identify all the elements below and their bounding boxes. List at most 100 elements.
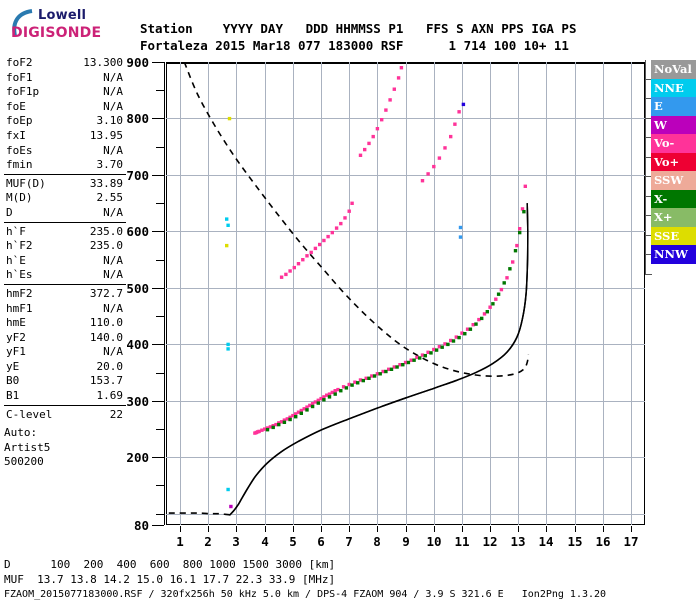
parameter-row-yf1: yF1 N/A	[4, 345, 126, 360]
plot-point	[520, 207, 525, 211]
legend-item-w[interactable]: W	[651, 115, 696, 134]
grid-line-vertical	[462, 62, 463, 525]
grid-line-vertical	[575, 62, 576, 525]
plot-point	[511, 260, 515, 264]
plot-point	[513, 249, 518, 253]
plot-point	[418, 356, 422, 360]
parameter-key: foF1p	[6, 85, 40, 99]
plot-point	[518, 227, 522, 231]
x-axis-tick	[490, 526, 491, 532]
station-header: Station YYYY DAY DDD HHMMSS P1 FFS S AXN…	[140, 20, 577, 54]
plot-point	[388, 98, 392, 102]
plot-curve-true-height	[228, 203, 529, 516]
legend-item-x[interactable]: X-	[651, 189, 696, 208]
plot-point	[296, 262, 301, 266]
plot-point	[420, 179, 425, 183]
legend-tick	[645, 177, 652, 197]
x-axis-tick	[208, 526, 209, 532]
parameter-row-md: M(D) 2.55	[4, 191, 126, 206]
plot-point	[282, 420, 287, 424]
plot-series	[225, 116, 232, 248]
parameter-value: N/A	[103, 253, 123, 267]
parameter-row-foes: foEs N/A	[4, 144, 126, 159]
parameter-value: 3.70	[96, 158, 124, 172]
legend-item-nne[interactable]: NNE	[651, 78, 696, 97]
legend-item-x[interactable]: X+	[651, 208, 696, 227]
parameter-value: N/A	[103, 70, 123, 84]
plot-point	[265, 428, 270, 432]
parameter-value: 2.55	[96, 191, 124, 205]
plot-point	[316, 401, 320, 405]
legend-item-e[interactable]: E	[651, 97, 696, 116]
legend-item-nnw[interactable]: NNW	[651, 245, 696, 264]
y-axis-label: 300	[126, 394, 149, 409]
grid-line-vertical	[208, 62, 209, 525]
plot-point	[406, 360, 411, 365]
x-axis-label: 17	[623, 534, 639, 549]
legend-item-noval[interactable]: NoVal	[651, 60, 696, 79]
plot-point	[299, 411, 303, 415]
parameter-value: 153.7	[89, 374, 123, 388]
plot-point	[288, 415, 292, 419]
plot-point	[437, 156, 442, 160]
parameter-key: foF2	[6, 56, 33, 69]
x-axis-label: 4	[261, 534, 269, 549]
station-header-line2: Fortaleza 2015 Mar18 077 183000 RSF 1 71…	[140, 38, 569, 53]
plot-point	[260, 428, 264, 432]
x-axis-tick	[377, 526, 378, 532]
plot-point	[458, 225, 463, 230]
parameter-row-hes: h`Es N/A	[4, 268, 126, 283]
grid-line-vertical	[321, 62, 322, 525]
y-axis-label: 400	[126, 337, 149, 352]
plot-point	[412, 358, 416, 362]
logo-arc-icon	[12, 9, 33, 37]
plot-point	[305, 408, 309, 412]
x-axis-tick	[575, 526, 576, 532]
y-axis-tick	[156, 485, 164, 486]
plot-point	[437, 345, 442, 349]
x-axis-tick	[406, 526, 407, 532]
y-axis-tick	[156, 429, 164, 430]
direction-legend[interactable]: NoVal NNE E W Vo- Vo+ SSW X- X+ SSE NNW	[651, 60, 696, 264]
parameter-value: 110.0	[89, 316, 123, 330]
plot-point	[226, 487, 230, 492]
plot-point	[518, 230, 522, 235]
parameter-key: B1	[6, 389, 20, 403]
plot-point	[227, 116, 232, 121]
grid-line-horizontal	[166, 344, 645, 345]
legend-item-vo[interactable]: Vo+	[651, 152, 696, 171]
parameter-row-clevel: C-level 22	[4, 408, 126, 423]
y-axis-tick	[152, 62, 164, 63]
plot-point	[398, 363, 402, 367]
plot-point	[502, 281, 506, 285]
plot-point	[395, 365, 399, 369]
ionogram-plot[interactable]	[166, 62, 645, 525]
plot-series	[461, 102, 466, 107]
legend-item-vo[interactable]: Vo-	[651, 134, 696, 153]
plot-point	[347, 209, 351, 213]
legend-item-sse[interactable]: SSE	[651, 226, 696, 245]
parameter-key: foEs	[6, 143, 33, 157]
plot-point	[330, 390, 334, 395]
legend-tick	[645, 60, 652, 80]
plot-point	[301, 258, 305, 262]
plot-point	[339, 389, 343, 393]
y-axis: 80 200 300 400 500 600 700 800 900	[100, 55, 165, 533]
plot-point	[367, 141, 371, 146]
plot-point	[409, 358, 413, 362]
plot-point	[322, 238, 326, 243]
parameter-row-he: h`E N/A	[4, 254, 126, 269]
plot-point	[499, 287, 504, 292]
plot-point	[322, 395, 326, 399]
grid-line-horizontal	[166, 401, 645, 402]
plot-point	[277, 422, 281, 427]
plot-point	[296, 410, 301, 414]
parameter-key: M(D)	[6, 191, 33, 205]
plot-point	[305, 254, 309, 258]
legend-item-ssw[interactable]: SSW	[651, 171, 696, 190]
parameter-value: 140.0	[89, 330, 123, 344]
parameter-row-hmf1: hmF1 N/A	[4, 302, 126, 317]
plot-curve	[168, 512, 230, 516]
parameter-group: foF2 13.300 foF1 N/A foF1p N/A foE N/A foEp 3.10 f…	[4, 56, 126, 175]
plot-point	[282, 418, 287, 422]
